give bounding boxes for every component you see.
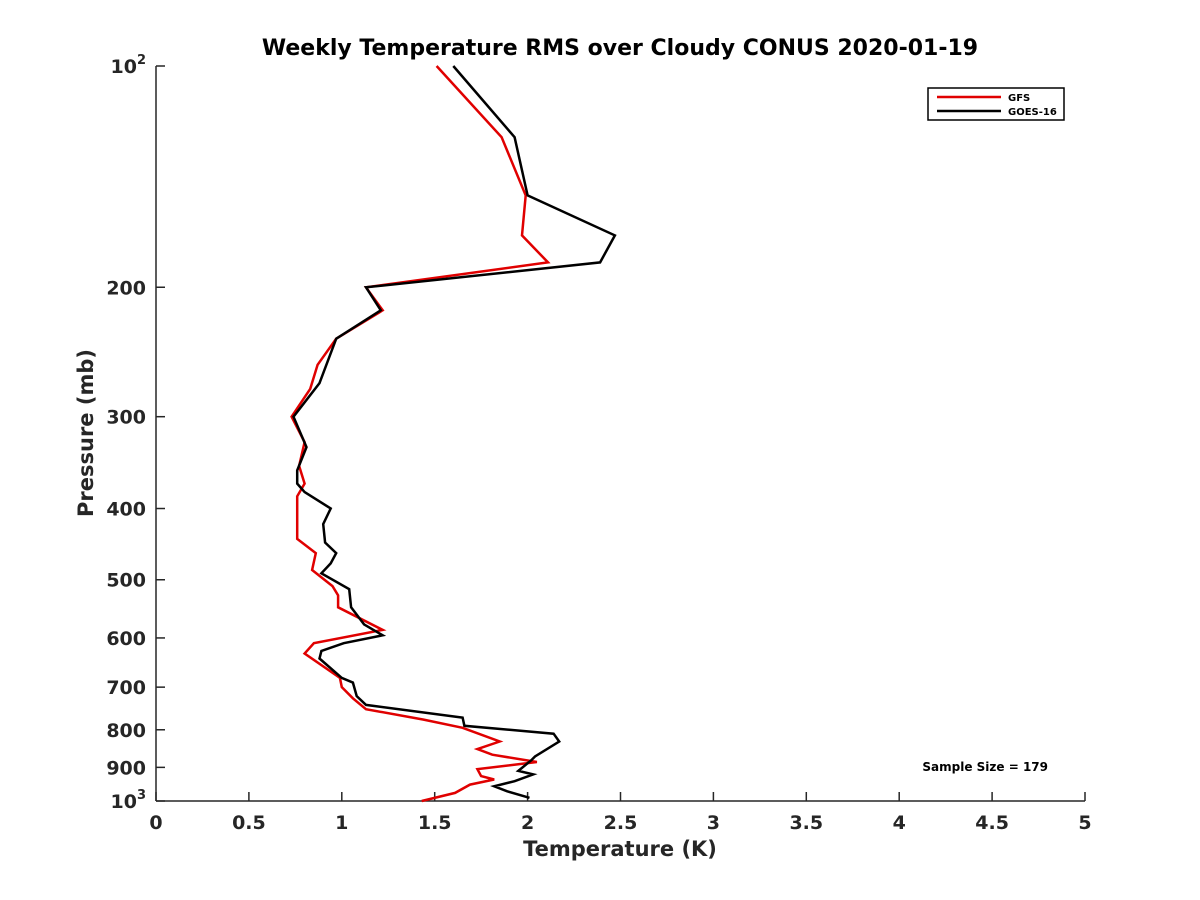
x-tick-label: 2	[521, 812, 534, 834]
x-tick-label: 5	[1078, 812, 1091, 834]
x-axis-ticks: 0 0.5 1 1.5 2 2.5 3 3.5 4 4.5 5	[149, 792, 1092, 834]
series-line-goes16	[292, 65, 617, 800]
y-tick-exponent: 2	[137, 53, 146, 68]
plot-area: 0 0.5 1 1.5 2 2.5 3 3.5 4 4.5 5 102200300400500600…	[106, 53, 1091, 834]
sample-size-annotation: Sample Size = 179	[922, 760, 1048, 774]
x-tick-label: 0	[149, 812, 162, 834]
chart-title: Weekly Temperature RMS over Cloudy CONUS…	[262, 36, 978, 61]
series-group	[290, 65, 617, 803]
y-tick-label: 500	[106, 570, 146, 592]
x-tick-label: 0.5	[232, 812, 266, 834]
legend-box	[927, 87, 1065, 121]
y-tick-label: 700	[106, 677, 146, 699]
y-tick-base: 10	[111, 791, 137, 813]
y-tick-label: 400	[106, 499, 146, 521]
x-axis-label: Temperature (K)	[523, 837, 717, 861]
legend: GFS GOES-16	[927, 87, 1065, 121]
x-tick-label: 4	[893, 812, 906, 834]
legend-label-goes16: GOES-16	[1008, 107, 1057, 118]
y-tick-base: 10	[111, 56, 137, 78]
y-tick-label: 600	[106, 628, 146, 650]
y-tick-label: 102	[111, 53, 147, 78]
y-tick-label: 900	[106, 757, 146, 779]
y-tick-label: 103	[111, 788, 147, 813]
y-tick-label: 800	[106, 720, 146, 742]
x-tick-label: 3	[707, 812, 720, 834]
y-tick-exponent: 3	[137, 788, 146, 803]
series-line-gfs	[290, 65, 551, 803]
y-axis-label: Pressure (mb)	[74, 349, 98, 517]
legend-label-gfs: GFS	[1008, 93, 1030, 104]
y-tick-label: 200	[106, 277, 146, 299]
x-tick-label: 3.5	[789, 812, 823, 834]
x-tick-label: 4.5	[975, 812, 1009, 834]
x-tick-label: 1.5	[418, 812, 452, 834]
x-tick-label: 2.5	[604, 812, 638, 834]
x-tick-label: 1	[335, 812, 348, 834]
y-tick-label: 300	[106, 407, 146, 429]
